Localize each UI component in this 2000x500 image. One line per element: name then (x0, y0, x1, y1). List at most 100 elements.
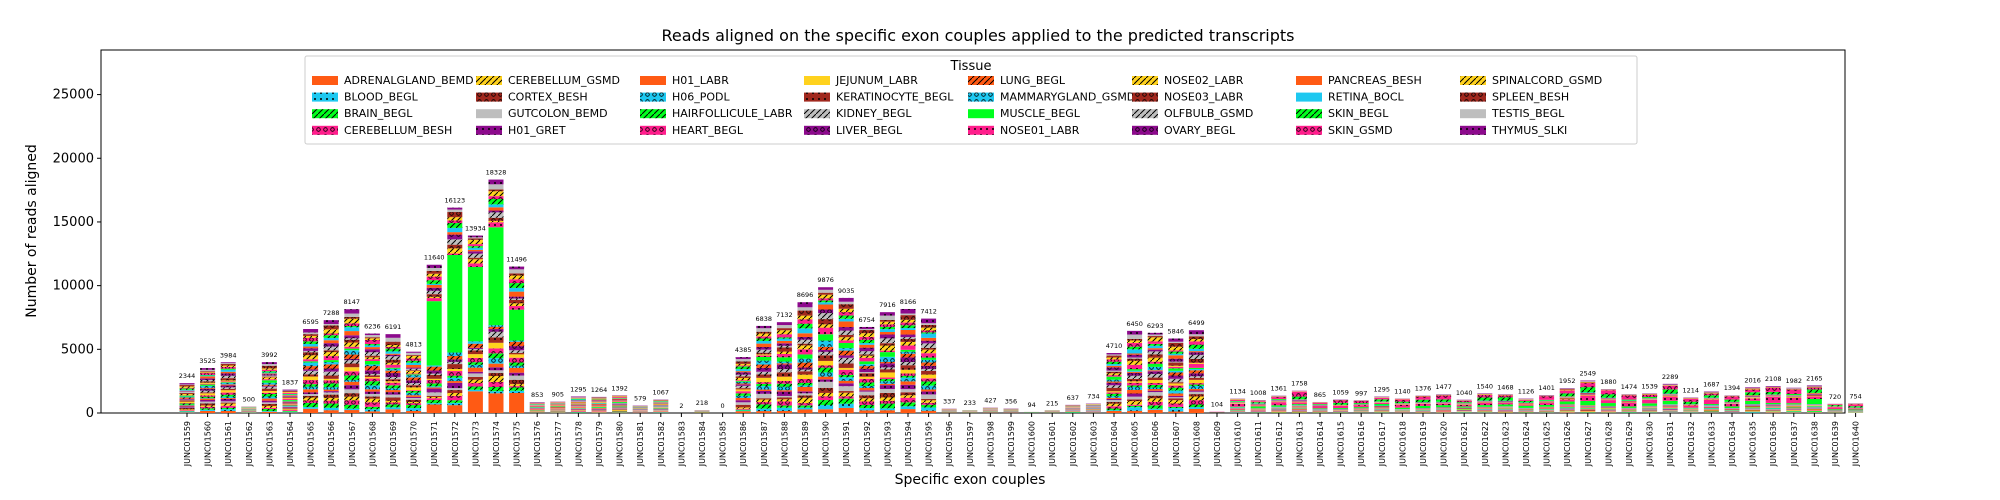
bar-segment-hatch (1168, 400, 1184, 404)
bar-segment (735, 371, 751, 373)
bar-stack (1353, 400, 1369, 413)
bars-layer (179, 179, 1864, 413)
bar-segment-hatch (735, 384, 751, 386)
bar-segment (653, 404, 669, 405)
bar-segment (570, 405, 586, 407)
bar-segment (282, 397, 298, 399)
bar-segment (467, 237, 483, 239)
bar-segment-hatch (1168, 346, 1184, 351)
bar-segment (179, 396, 195, 398)
bar-segment (488, 370, 504, 374)
bar-total-label: 94 (1027, 401, 1035, 409)
x-tick-label: JUNC01639 (1831, 421, 1840, 467)
bar-segment-hatch (261, 365, 277, 369)
x-tick-label: JUNC01608 (1192, 421, 1201, 467)
bar-segment-hatch (406, 383, 422, 386)
bar-segment-hatch (879, 385, 895, 390)
bar-segment (323, 410, 339, 413)
bar-segment (1559, 401, 1575, 405)
bar-segment (1539, 410, 1555, 411)
bar-stack (900, 308, 916, 413)
bar-segment (1600, 403, 1616, 406)
bar-segment-hatch (1600, 390, 1616, 395)
bar-segment-hatch (879, 367, 895, 370)
bar-total-label: 1126 (1518, 388, 1535, 396)
x-tick-label: JUNC01568 (368, 421, 377, 467)
bar-segment-hatch (1188, 376, 1204, 378)
bar-segment-hatch (776, 405, 792, 408)
bar-segment (364, 389, 380, 392)
bar-segment-hatch (776, 383, 792, 387)
bar-total-label: 8147 (344, 298, 361, 306)
bar-segment-hatch (776, 401, 792, 406)
bar-segment-hatch (220, 378, 236, 381)
bar-total-label: 104 (1211, 401, 1223, 409)
bar-segment (1806, 395, 1822, 397)
bar-segment-hatch (344, 338, 360, 340)
bar-segment (1600, 398, 1616, 399)
bar-segment (612, 407, 628, 409)
legend-item: OVARY_BEGL (1132, 124, 1236, 137)
x-tick-label: JUNC01620 (1440, 421, 1449, 467)
bar-segment (1168, 393, 1184, 396)
legend-swatch-hatch (312, 92, 338, 102)
x-tick-label: JUNC01598 (986, 421, 995, 467)
bar-segment (1106, 397, 1122, 399)
legend-swatch-hatch (1460, 125, 1486, 135)
bar-segment-hatch (323, 371, 339, 376)
bar-segment (1765, 386, 1781, 387)
bar-segment-hatch (797, 319, 813, 324)
bar-segment-hatch (467, 246, 483, 248)
bar-stack (1600, 389, 1616, 413)
bar-segment (1662, 409, 1678, 410)
bar-segment-hatch (220, 394, 236, 397)
bar-segment-hatch (385, 397, 401, 401)
bar-segment-hatch (303, 329, 319, 333)
bar-segment-hatch (385, 373, 401, 378)
bar-segment-hatch (509, 362, 525, 366)
bar-segment-hatch (818, 351, 834, 356)
bar-segment-hatch (1106, 375, 1122, 377)
bar-segment-hatch (1415, 396, 1431, 400)
bar-segment-hatch (447, 359, 463, 362)
bar-segment (612, 405, 628, 406)
bar-segment-hatch (776, 328, 792, 331)
bar-segment-hatch (1127, 372, 1143, 376)
bar-segment-hatch (1106, 385, 1122, 388)
bar-segment-hatch (406, 358, 422, 361)
bar-segment-hatch (220, 385, 236, 388)
legend-swatch-hatch (640, 125, 666, 135)
bar-segment-hatch (756, 383, 772, 387)
bar-segment (1312, 402, 1328, 405)
bar-segment-hatch (1806, 389, 1822, 393)
bar-segment (509, 375, 525, 380)
bar-segment (1127, 357, 1143, 359)
bar-segment-hatch (921, 347, 937, 350)
bar-segment (818, 334, 834, 341)
bar-segment (1415, 405, 1431, 408)
bar-segment-hatch (859, 333, 875, 337)
bar-segment (1703, 411, 1719, 413)
x-tick-label: JUNC01615 (1337, 421, 1346, 467)
bar-segment (1188, 367, 1204, 370)
x-tick-label: JUNC01567 (348, 421, 357, 467)
bar-segment (1271, 405, 1287, 407)
bar-segment-hatch (303, 362, 319, 367)
bar-segment-hatch (1374, 397, 1390, 400)
bar-segment-hatch (426, 373, 442, 375)
bar-segment (1765, 403, 1781, 405)
bar-segment-hatch (467, 341, 483, 344)
bar-stack (282, 389, 298, 413)
bar-stack (1724, 395, 1740, 413)
legend-swatch (640, 76, 666, 85)
bar-segment-hatch (838, 327, 854, 331)
x-tick-label: JUNC01622 (1481, 421, 1490, 467)
bar-segment-hatch (344, 379, 360, 382)
bar-segment-hatch (1724, 399, 1740, 402)
bar-segment (879, 315, 895, 321)
bar-segment (612, 399, 628, 401)
bar-segment-hatch (467, 251, 483, 254)
bar-segment-hatch (509, 279, 525, 284)
bar-segment-hatch (879, 363, 895, 368)
legend-swatch-hatch (968, 76, 994, 85)
